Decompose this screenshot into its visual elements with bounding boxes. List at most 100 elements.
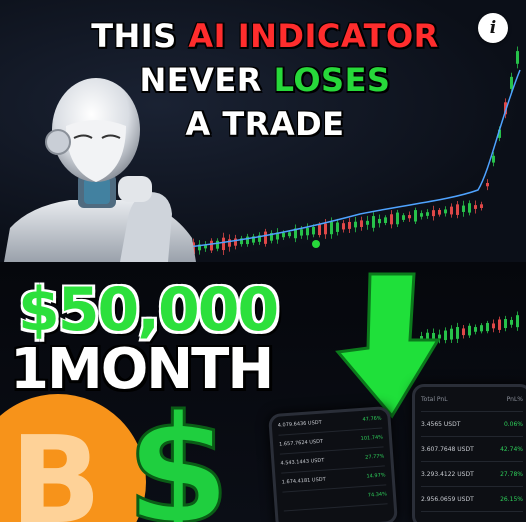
candle — [510, 76, 513, 89]
candle — [366, 220, 369, 225]
candle — [462, 328, 465, 336]
candle — [336, 222, 339, 232]
candle — [498, 129, 501, 138]
candle — [300, 229, 303, 236]
candle — [486, 182, 489, 187]
candle — [432, 332, 435, 343]
phone-screenshot-left: 4.079.6436 USDT 47.76% 1.657.7624 USDT 101… — [268, 405, 398, 522]
pnl-amount: 2.956.0659 USDT — [421, 495, 474, 503]
candle — [216, 240, 219, 249]
pnl-amount: 3.4565 USDT — [421, 420, 461, 428]
candle — [498, 319, 501, 330]
candle — [420, 213, 423, 217]
headline-text-ai-indicator: AI INDICATOR — [188, 17, 439, 55]
candle — [372, 216, 375, 228]
candle — [204, 244, 207, 249]
candle — [468, 325, 471, 336]
candle — [342, 223, 345, 230]
candle — [384, 217, 387, 223]
candle — [282, 232, 285, 238]
candle — [360, 220, 363, 227]
candle — [408, 215, 411, 219]
pnl-percent: 27.77% — [365, 453, 385, 461]
candle — [480, 325, 483, 332]
candle — [426, 212, 429, 216]
candle — [348, 221, 351, 229]
robot-illustration — [4, 78, 196, 262]
total-pnl-header: Total PnL — [421, 395, 448, 403]
headline-line-1: THIS AI INDICATOR — [40, 14, 490, 58]
pnl-row: 3.293.4122 USDT 27.78% — [421, 462, 523, 487]
candle — [228, 239, 231, 247]
candle — [306, 227, 309, 236]
candle — [474, 205, 477, 209]
candle — [210, 240, 213, 251]
candle — [330, 221, 333, 235]
pnl-percent: 42.74% — [500, 445, 523, 453]
svg-text:$: $ — [126, 398, 230, 522]
candle — [480, 204, 483, 208]
candle — [318, 224, 321, 236]
pnl-row: 3.607.7648 USDT 42.74% — [421, 437, 523, 462]
candlestick-chart — [179, 46, 521, 258]
pnl-header: Total PnL PnL% — [421, 387, 523, 412]
candle — [432, 210, 435, 217]
candle — [198, 244, 201, 251]
candle — [288, 232, 291, 237]
candle — [390, 214, 393, 225]
candle — [450, 206, 453, 215]
candle — [246, 236, 249, 245]
headline: THIS AI INDICATOR NEVER LOSES A TRADE — [40, 14, 490, 146]
candle — [264, 231, 267, 244]
candle — [402, 215, 405, 220]
pnl-percent: 74.34% — [367, 491, 388, 499]
dollar-sign-icon: $ — [125, 398, 232, 522]
pnl-amount: 1.657.7624 USDT — [278, 438, 324, 448]
candle — [504, 102, 507, 115]
candle — [462, 205, 465, 212]
headline-text-this: THIS — [91, 17, 189, 55]
pnl-percent: 14.97% — [366, 472, 386, 480]
headline-line-2: NEVER LOSES — [40, 58, 490, 102]
pnl-percent: 47.76% — [362, 415, 382, 423]
candle — [468, 203, 471, 213]
candle — [516, 315, 519, 328]
candle — [444, 209, 447, 214]
candle — [474, 327, 477, 332]
headline-line-3: A TRADE — [185, 105, 345, 143]
chart-candles — [180, 46, 519, 258]
candle — [294, 228, 297, 239]
candle — [516, 51, 519, 64]
pnl-amount: 3.607.7648 USDT — [421, 445, 474, 453]
time-period: 1MONTH — [10, 337, 274, 402]
candle — [240, 238, 243, 245]
pnl-amount: 4.543.1443 USDT — [280, 457, 325, 467]
candle — [270, 232, 273, 241]
candle — [222, 237, 225, 251]
candle — [438, 334, 441, 339]
bitcoin-logo: B — [0, 394, 146, 522]
pnl-amount: 4.079.6436 USDT — [277, 419, 322, 429]
info-button[interactable]: i — [478, 13, 508, 43]
candle — [252, 236, 255, 243]
candle — [258, 235, 261, 242]
candle — [378, 218, 381, 224]
buy-signal-dot — [312, 240, 320, 248]
candle — [234, 238, 237, 246]
candle — [510, 319, 513, 325]
candle — [504, 319, 507, 329]
svg-text:B: B — [10, 412, 101, 522]
candle — [312, 227, 315, 235]
headline-text-loses: LOSES — [273, 61, 391, 99]
candle — [438, 209, 441, 215]
candle — [444, 330, 447, 341]
pnl-percent: 27.78% — [500, 470, 523, 478]
pnl-percent: 101.74% — [360, 434, 384, 442]
pnl-percent-header: PnL% — [506, 395, 523, 403]
pnl-percent: 26.15% — [500, 495, 523, 503]
candle — [492, 323, 495, 329]
headline-text-never: NEVER — [139, 61, 274, 99]
candle — [354, 221, 357, 228]
candle — [396, 212, 399, 225]
